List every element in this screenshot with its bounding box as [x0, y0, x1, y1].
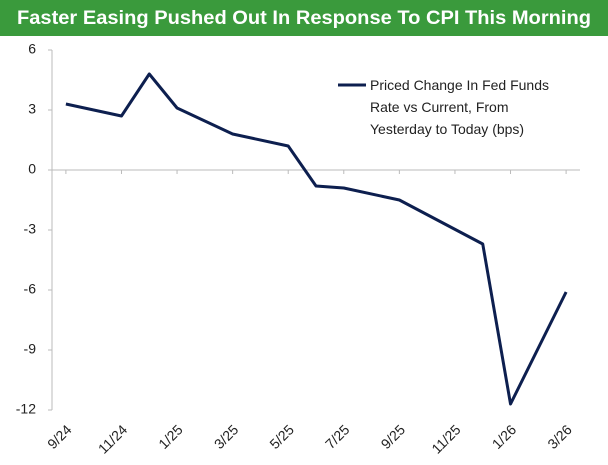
y-tick-label: 3 — [28, 101, 36, 117]
x-tick-label: 3/26 — [544, 421, 575, 452]
x-tick-label: 1/25 — [155, 421, 186, 452]
legend-label: Priced Change In Fed Funds Rate vs Curre… — [370, 77, 549, 137]
y-tick-label: -9 — [24, 341, 37, 357]
x-tick-label: 11/24 — [95, 421, 131, 457]
data-line — [65, 72, 568, 406]
x-tick-label: 7/25 — [322, 421, 353, 452]
x-tick-label: 5/25 — [266, 421, 297, 452]
x-tick-label: 9/25 — [378, 421, 409, 452]
y-tick-label: -3 — [24, 221, 37, 237]
y-tick-label: -12 — [16, 401, 36, 417]
chart-title: Faster Easing Pushed Out In Response To … — [17, 8, 591, 29]
y-tick-label: -6 — [24, 281, 37, 297]
x-tick-label: 3/25 — [211, 421, 242, 452]
x-tick-label: 1/26 — [489, 421, 520, 452]
y-tick-label: 6 — [28, 41, 36, 57]
x-tick-label: 11/25 — [428, 421, 464, 457]
x-tick-label: 9/24 — [44, 421, 75, 452]
y-tick-label: 0 — [28, 161, 36, 177]
title-banner — [0, 0, 608, 36]
